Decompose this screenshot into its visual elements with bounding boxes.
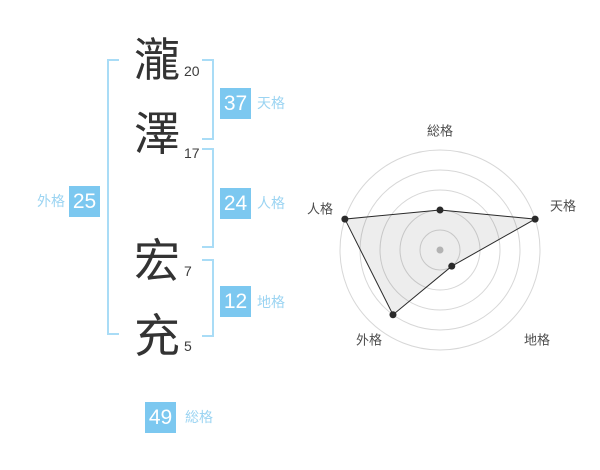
radar-axis-label: 天格: [550, 199, 576, 214]
gaikaku-label: 外格: [37, 193, 65, 209]
radar-ring: [419, 229, 461, 271]
chikaku-value-badge: 12: [220, 286, 251, 317]
radar-point: [531, 215, 539, 223]
radar-axis-label: 地格: [524, 333, 550, 348]
stroke-count-4: 5: [184, 338, 192, 354]
jinkaku-label: 人格: [257, 195, 285, 211]
gaikaku-bracket: [107, 59, 119, 335]
chikaku-label: 地格: [257, 294, 285, 310]
tenkaku-value-badge: 37: [220, 88, 251, 119]
stroke-count-1: 20: [184, 63, 200, 79]
tenkaku-bracket: [202, 59, 214, 140]
radar-point: [389, 311, 397, 319]
jinkaku-value-badge: 24: [220, 188, 251, 219]
radar-point: [341, 215, 349, 223]
soukaku-label: 総格: [185, 409, 213, 425]
chikaku-bracket: [202, 259, 214, 337]
stroke-count-2: 17: [184, 145, 200, 161]
tenkaku-label: 天格: [257, 95, 285, 111]
jinkaku-bracket: [202, 148, 214, 248]
radar-axis-label: 人格: [307, 202, 333, 217]
radar-ring: [339, 149, 541, 351]
radar-ring: [379, 189, 501, 311]
name-character-3: 宏: [134, 235, 180, 287]
radar-point: [436, 206, 444, 214]
name-character-2: 澤: [134, 108, 180, 160]
soukaku-value-badge: 49: [145, 402, 176, 433]
radar-center-dot: [436, 246, 444, 254]
gaikaku-value-badge: 25: [69, 186, 100, 217]
stroke-count-3: 7: [184, 263, 192, 279]
radar-point: [448, 262, 456, 270]
name-character-4: 充: [134, 310, 180, 362]
radar-axis-label: 総格: [427, 124, 453, 139]
radar-axis-label: 外格: [356, 333, 382, 348]
name-character-1: 瀧: [134, 34, 180, 86]
radar-polygon: [344, 209, 537, 316]
